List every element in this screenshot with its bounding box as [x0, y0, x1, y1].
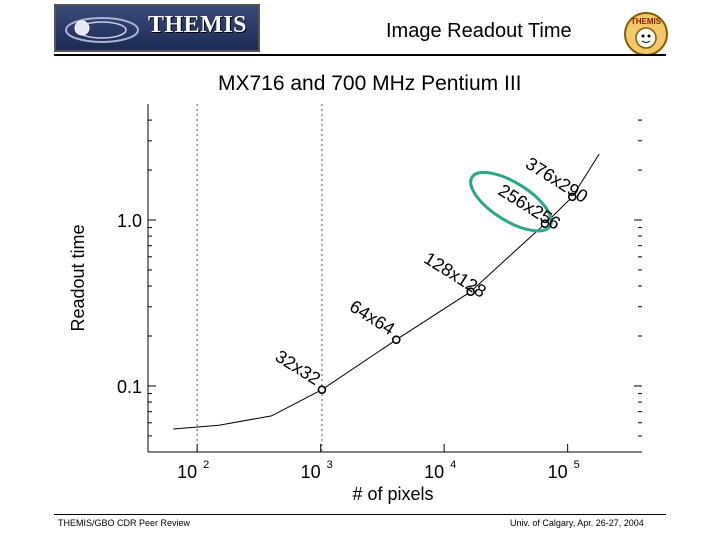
y-tick-label: 0.1: [117, 377, 142, 397]
header-divider: [54, 54, 666, 56]
x-tick-exponent: 2: [203, 459, 209, 471]
swirl-graphic-icon: [65, 17, 139, 43]
point-label: 128x128: [421, 248, 490, 302]
data-point: [540, 219, 550, 228]
x-tick-label: 10: [301, 462, 321, 482]
page-title: Image Readout Time: [386, 20, 572, 42]
data-point: [567, 192, 577, 202]
x-tick-label: 10: [177, 462, 197, 482]
footer-left-text: THEMIS/GBO CDR Peer Review: [58, 518, 191, 528]
x-tick-exponent: 3: [327, 459, 333, 471]
data-point: [466, 287, 475, 296]
logo-wordmark: THEMIS: [148, 12, 248, 38]
highlight-ellipse: [469, 170, 553, 233]
themis-logo: THEMIS: [54, 4, 260, 52]
x-tick-exponent: 4: [450, 459, 456, 471]
point-label: 32x32: [272, 346, 324, 389]
chart-title: MX716 and 700 MHz Pentium III: [218, 72, 522, 95]
x-tick-exponent: 5: [574, 459, 580, 471]
data-point: [391, 335, 401, 344]
footer-divider: [54, 514, 666, 515]
x-tick-label: 10: [548, 462, 568, 482]
footer-right-text: Univ. of Calgary, Apr. 26-27, 2004: [510, 518, 644, 528]
x-tick-label: 10: [424, 462, 444, 482]
badge-text: THEMIS: [631, 17, 662, 26]
data-point: [317, 385, 327, 394]
point-label: 64x64: [346, 296, 398, 339]
y-tick-label: 1.0: [117, 211, 142, 231]
x-axis-label: # of pixels: [352, 484, 433, 504]
